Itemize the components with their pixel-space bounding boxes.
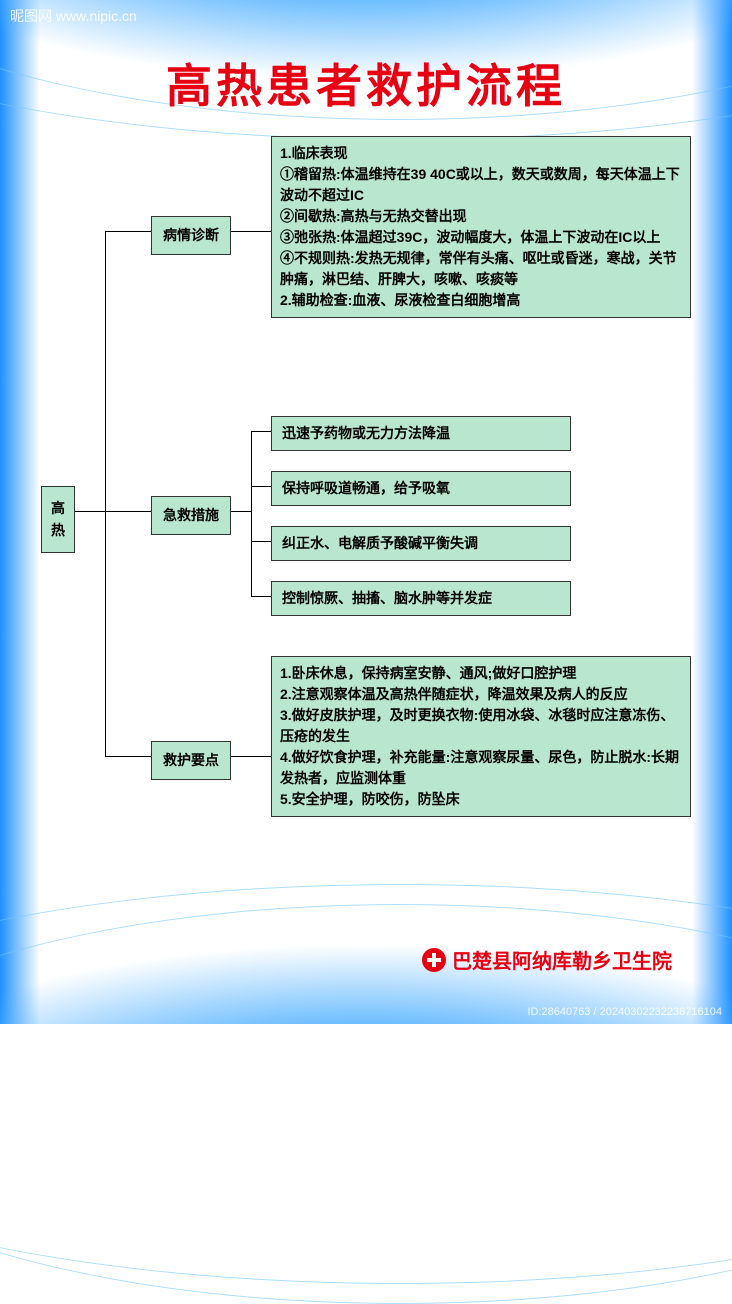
- diagnosis-detail: 1.临床表现 ①稽留热:体温维持在39 40C或以上，数天或数周，每天体温上下波…: [271, 136, 691, 318]
- text-line: ①稽留热:体温维持在39 40C或以上，数天或数周，每天体温上下波动不超过IC: [280, 164, 682, 206]
- flowchart: 高热 病情诊断 急救措施 救护要点 1.临床表现 ①稽留热:体温维持在39 40…: [41, 136, 691, 896]
- text-line: 2.注意观察体温及高热伴随症状，降温效果及病人的反应: [280, 684, 682, 705]
- connector: [231, 756, 271, 757]
- connector: [231, 511, 251, 512]
- medical-cross-icon: [422, 948, 446, 972]
- text-line: ④不规则热:发热无规律，常伴有头痛、呕吐或昏迷，寒战，关节肿痛，淋巴结、肝脾大，…: [280, 248, 682, 290]
- text-line: 4.做好饮食护理，补充能量:注意观察尿量、尿色，防止脱水:长期发热者，应监测体重: [280, 747, 682, 789]
- content-area: 高热患者救护流程 高热 病情诊断 急救措施 救护要点 1.临床表现 ①稽留热:体…: [0, 0, 732, 1024]
- watermark-id: ID:28640763 / 20240302232238716104: [527, 1006, 722, 1018]
- connector: [251, 431, 252, 596]
- connector: [105, 231, 106, 756]
- text-line: 3.做好皮肤护理，及时更换衣物:使用冰袋、冰毯时应注意冻伤、压疮的发生: [280, 705, 682, 747]
- text-line: 1.临床表现: [280, 143, 682, 164]
- footer: 巴楚县阿纳库勒乡卫生院: [422, 945, 672, 974]
- emergency-item: 迅速予药物或无力方法降温: [271, 416, 571, 451]
- page-title: 高热患者救护流程: [40, 50, 692, 116]
- hospital-name: 巴楚县阿纳库勒乡卫生院: [452, 945, 672, 974]
- category-nursing: 救护要点: [151, 741, 231, 780]
- connector: [251, 596, 271, 597]
- connector: [75, 511, 105, 512]
- connector: [251, 486, 271, 487]
- watermark-site: 昵图网 www.nipic.cn: [10, 6, 137, 26]
- emergency-item: 控制惊厥、抽搐、脑水肿等并发症: [271, 581, 571, 616]
- text-line: 1.卧床休息，保持病室安静、通风;做好口腔护理: [280, 663, 682, 684]
- emergency-item: 保持呼吸道畅通，给予吸氧: [271, 471, 571, 506]
- category-diagnosis: 病情诊断: [151, 216, 231, 255]
- text-line: 5.安全护理，防咬伤，防坠床: [280, 789, 682, 810]
- text-line: 2.辅助检查:血液、尿液检查白细胞增高: [280, 290, 682, 311]
- root-node: 高热: [41, 486, 75, 553]
- category-emergency: 急救措施: [151, 496, 231, 535]
- connector: [105, 231, 151, 232]
- connector: [251, 431, 271, 432]
- connector: [105, 511, 151, 512]
- text-line: ③弛张热:体温超过39C，波动幅度大，体温上下波动在IC以上: [280, 227, 682, 248]
- nursing-detail: 1.卧床休息，保持病室安静、通风;做好口腔护理 2.注意观察体温及高热伴随症状，…: [271, 656, 691, 817]
- text-line: ②间歇热:高热与无热交替出现: [280, 206, 682, 227]
- connector: [105, 756, 151, 757]
- connector: [231, 231, 271, 232]
- connector: [251, 541, 271, 542]
- emergency-item: 纠正水、电解质予酸碱平衡失调: [271, 526, 571, 561]
